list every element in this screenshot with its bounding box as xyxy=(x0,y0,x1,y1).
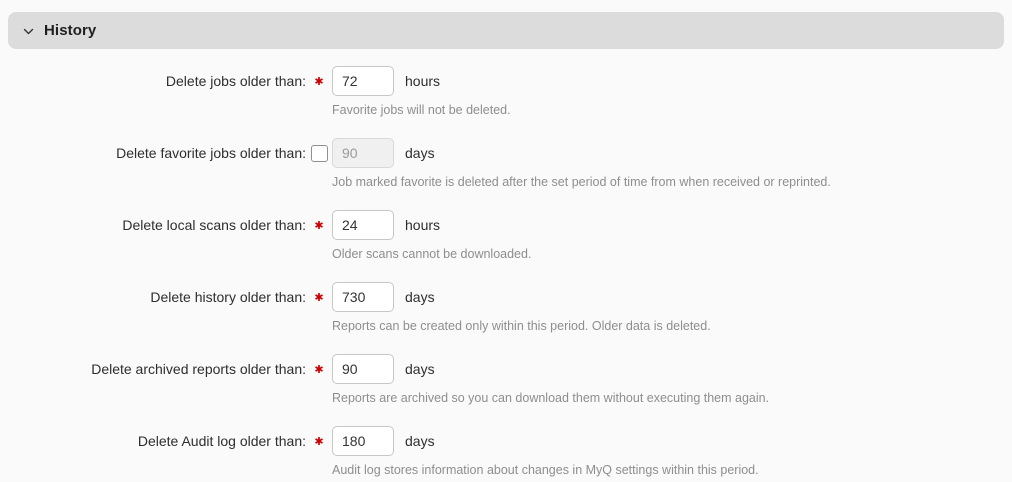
form-row: Delete jobs older than: ✱ hours Favorite… xyxy=(0,66,1012,118)
unit-label: hours xyxy=(405,217,441,233)
field-marker: ✱ xyxy=(306,138,332,168)
field-label: Delete favorite jobs older than: xyxy=(116,145,306,161)
field-marker: ✱ xyxy=(306,210,332,240)
value-input[interactable] xyxy=(332,66,394,96)
value-input[interactable] xyxy=(332,282,394,312)
value-input[interactable] xyxy=(332,426,394,456)
field-label: Delete jobs older than: xyxy=(165,73,306,89)
section-title: History xyxy=(44,22,97,39)
help-text: Favorite jobs will not be deleted. xyxy=(332,103,511,117)
form-row: Delete Audit log older than: ✱ days Audi… xyxy=(0,426,1012,478)
required-asterisk: ✱ xyxy=(314,75,324,88)
field-label: Delete history older than: xyxy=(150,289,306,305)
field-label: Delete Audit log older than: xyxy=(137,433,306,449)
required-asterisk: ✱ xyxy=(314,363,324,376)
unit-label: hours xyxy=(405,73,441,89)
history-section-body: Delete jobs older than: ✱ hours Favorite… xyxy=(0,66,1012,478)
required-asterisk: ✱ xyxy=(314,219,324,232)
unit-label: days xyxy=(405,289,435,305)
value-input[interactable] xyxy=(332,354,394,384)
form-row: Delete archived reports older than: ✱ da… xyxy=(0,354,1012,406)
unit-label: days xyxy=(405,433,435,449)
help-text: Reports can be created only within this … xyxy=(332,319,711,333)
required-asterisk: ✱ xyxy=(314,435,324,448)
field-marker: ✱ xyxy=(306,426,332,456)
field-marker: ✱ xyxy=(306,354,332,384)
form-row: Delete local scans older than: ✱ hours O… xyxy=(0,210,1012,262)
help-text: Older scans cannot be downloaded. xyxy=(332,247,532,261)
value-input[interactable] xyxy=(332,210,394,240)
field-label: Delete archived reports older than: xyxy=(91,361,306,377)
help-text: Job marked favorite is deleted after the… xyxy=(332,175,831,189)
field-marker: ✱ xyxy=(306,66,332,96)
chevron-down-icon xyxy=(22,25,35,38)
enable-checkbox[interactable] xyxy=(310,144,328,162)
field-marker: ✱ xyxy=(306,282,332,312)
form-row: Delete history older than: ✱ days Report… xyxy=(0,282,1012,334)
value-input[interactable] xyxy=(332,138,394,168)
history-section-header[interactable]: History xyxy=(8,12,1004,49)
unit-label: days xyxy=(405,145,435,161)
help-text: Audit log stores information about chang… xyxy=(332,463,759,477)
required-asterisk: ✱ xyxy=(314,291,324,304)
form-row: Delete favorite jobs older than: ✱ days … xyxy=(0,138,1012,190)
help-text: Reports are archived so you can download… xyxy=(332,391,770,405)
history-settings-page: History Delete jobs older than: ✱ hours … xyxy=(0,12,1012,478)
field-label: Delete local scans older than: xyxy=(122,217,306,233)
unit-label: days xyxy=(405,361,435,377)
